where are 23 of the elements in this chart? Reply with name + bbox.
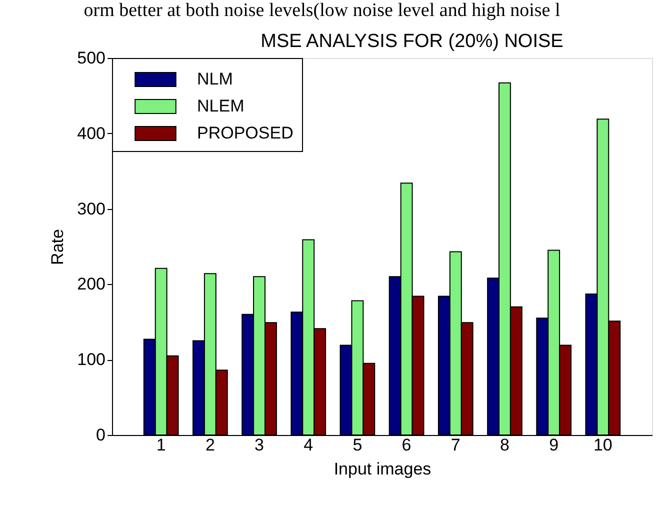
y-tick-label: 100 (77, 350, 106, 370)
legend-label: NLM (197, 70, 233, 88)
x-tick-label: 4 (304, 436, 314, 454)
y-axis-title: Rate (48, 229, 68, 265)
legend-label: NLEM (197, 96, 244, 116)
x-axis-title: Input images (334, 460, 432, 478)
y-tick-label: 500 (77, 48, 106, 68)
x-tick-label: 8 (500, 436, 510, 454)
text: orm better at both noise levels(low noise level and high noise l (84, 0, 560, 21)
y-tick-label: 300 (77, 199, 106, 218)
chart-title: MSE ANALYSIS FOR (20%) NOISE (260, 31, 564, 52)
y-tick-label: 400 (77, 124, 106, 143)
x-tick-label: 9 (549, 436, 559, 454)
legend-label: PROPOSED (197, 124, 294, 142)
x-tick-label: 5 (352, 436, 362, 454)
x-tick-label: 2 (205, 436, 215, 454)
x-tick-label: 1 (156, 436, 166, 454)
x-tick-label: 6 (402, 436, 412, 454)
x-tick-label: 10 (593, 436, 612, 454)
x-tick-label: 7 (450, 436, 460, 454)
y-tick-label: 0 (96, 426, 106, 444)
x-tick-label: 3 (254, 436, 264, 454)
y-tick-label: 200 (77, 274, 106, 294)
